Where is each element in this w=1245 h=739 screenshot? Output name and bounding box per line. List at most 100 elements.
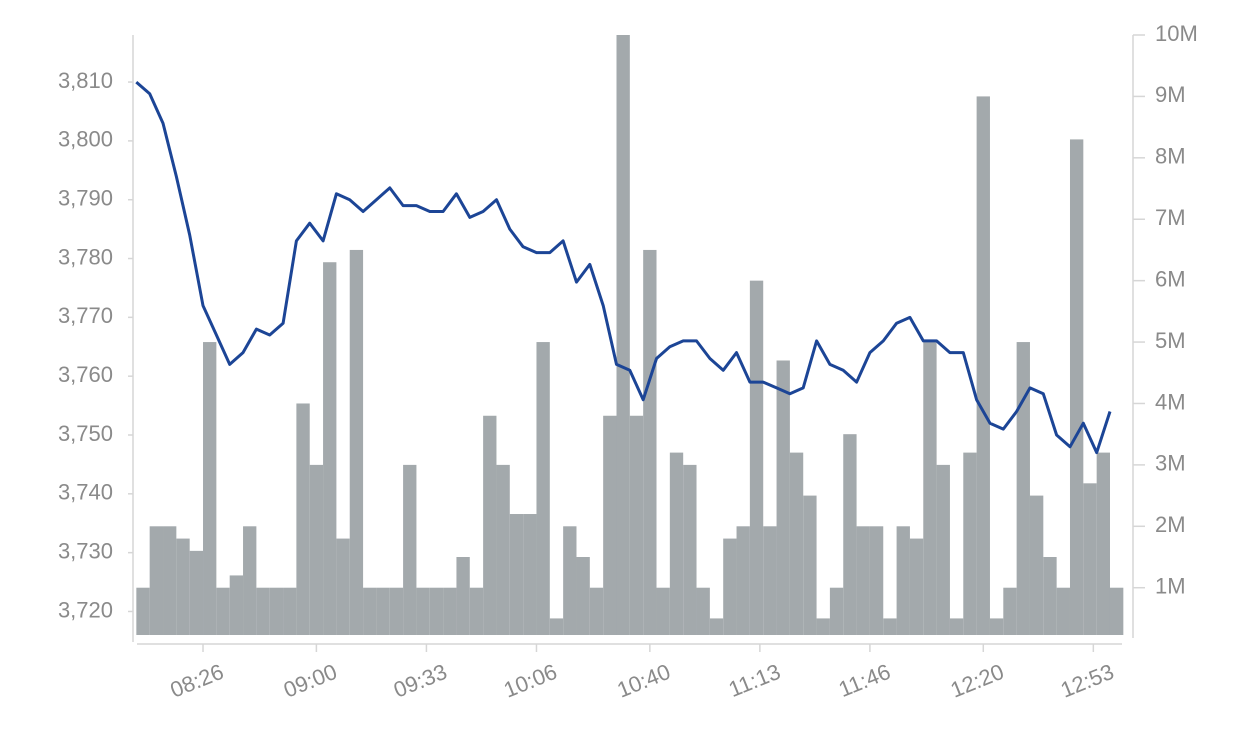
- y2-tick-label: 4M: [1155, 389, 1186, 414]
- volume-bar: [736, 526, 750, 635]
- volume-bar: [549, 618, 564, 635]
- y-tick-label: 3,780: [58, 244, 113, 269]
- volume-bar: [909, 538, 924, 635]
- volume-bar: [349, 249, 364, 635]
- volume-bar: [296, 403, 310, 635]
- x-tick-label: 09:00: [280, 659, 340, 703]
- y2-tick-label: 6M: [1155, 266, 1186, 291]
- y2-tick-label: 7M: [1155, 205, 1186, 230]
- volume-bar: [523, 514, 537, 635]
- volume-bar: [749, 280, 764, 635]
- x-tick-label: 10:40: [613, 659, 673, 703]
- volume-bar: [843, 434, 857, 635]
- volume-bar: [536, 342, 550, 635]
- x-tick-label: 12:53: [1057, 659, 1117, 703]
- volume-bar: [496, 464, 510, 635]
- volume-bar: [896, 526, 910, 635]
- volume-bar: [563, 526, 577, 635]
- y-tick-label: 3,810: [58, 68, 113, 93]
- volume-bar: [309, 464, 324, 635]
- volume-bar: [1029, 495, 1044, 635]
- volume-bar: [763, 526, 777, 635]
- volume-bar: [949, 618, 964, 635]
- volume-bar: [669, 452, 684, 635]
- y-tick-label: 3,730: [58, 538, 113, 563]
- y2-tick-label: 3M: [1155, 451, 1186, 476]
- volume-bar: [869, 526, 884, 635]
- y-tick-label: 3,790: [58, 186, 113, 211]
- volume-bar: [963, 452, 977, 635]
- volume-bar: [403, 464, 417, 635]
- volume-bar: [856, 526, 870, 635]
- volume-bar: [163, 526, 177, 635]
- volume-bar: [323, 262, 337, 635]
- volume-bar: [589, 587, 604, 635]
- volume-bar: [283, 587, 297, 635]
- y2-tick-label: 9M: [1155, 82, 1186, 107]
- y2-tick-label: 1M: [1155, 574, 1186, 599]
- volume-bar: [136, 587, 150, 635]
- volume-bar: [149, 526, 164, 635]
- volume-bar: [936, 464, 950, 635]
- volume-bar: [816, 618, 830, 635]
- volume-bar: [1016, 342, 1030, 635]
- x-tick-label: 10:06: [500, 659, 560, 703]
- x-tick-label: 09:33: [390, 659, 450, 703]
- volume-bar: [1056, 587, 1070, 635]
- y2-tick-label: 8M: [1155, 144, 1186, 169]
- volume-bar: [376, 587, 390, 635]
- volume-bar: [443, 587, 457, 635]
- volume-bar: [483, 415, 497, 635]
- volume-bar: [509, 514, 524, 635]
- volume-bar: [1069, 139, 1084, 635]
- volume-bar: [429, 587, 444, 635]
- volume-bar: [256, 587, 270, 635]
- y2-tick-label: 5M: [1155, 328, 1186, 353]
- volume-bar: [789, 452, 804, 635]
- volume-bar: [643, 249, 657, 635]
- volume-bar: [976, 96, 990, 636]
- x-tick-label: 11:13: [725, 659, 784, 702]
- volume-bar: [456, 557, 470, 635]
- volume-bar: [683, 464, 697, 635]
- volume-bar: [203, 342, 217, 635]
- volume-bar: [723, 538, 737, 635]
- volume-bar: [243, 526, 257, 635]
- volume-bar: [1043, 557, 1057, 635]
- volume-bar: [709, 618, 724, 635]
- y-tick-label: 3,750: [58, 421, 113, 446]
- volume-bar: [1096, 452, 1110, 635]
- x-tick-label: 11:46: [835, 659, 894, 702]
- volume-bar: [189, 550, 204, 635]
- y-tick-label: 3,740: [58, 480, 113, 505]
- volume-bar: [923, 342, 937, 635]
- volume-bar: [696, 587, 710, 635]
- x-tick-label: 08:26: [167, 659, 227, 703]
- volume-bar: [216, 587, 230, 635]
- volume-bar: [829, 587, 844, 635]
- x-tick-label: 12:20: [947, 659, 1007, 703]
- y-tick-label: 3,760: [58, 362, 113, 387]
- y-tick-label: 3,770: [58, 303, 113, 328]
- volume-bar: [363, 587, 377, 635]
- volume-bar: [229, 575, 244, 635]
- volume-bar: [883, 618, 897, 635]
- y2-tick-label: 2M: [1155, 512, 1186, 537]
- volume-bar: [656, 587, 670, 635]
- volume-bar: [803, 495, 817, 635]
- price-line: [135, 80, 1112, 455]
- y2-tick-label: 10M: [1155, 21, 1198, 46]
- volume-bar: [389, 587, 404, 635]
- volume-bar: [603, 415, 617, 635]
- volume-bar: [629, 415, 644, 635]
- volume-bar: [336, 538, 350, 635]
- volume-bar: [576, 557, 590, 635]
- volume-bar: [1083, 483, 1097, 635]
- volume-bar: [776, 360, 790, 635]
- volume-bar: [1003, 587, 1017, 635]
- y-tick-label: 3,720: [58, 597, 113, 622]
- y-tick-label: 3,800: [58, 127, 113, 152]
- volume-bar: [616, 35, 630, 635]
